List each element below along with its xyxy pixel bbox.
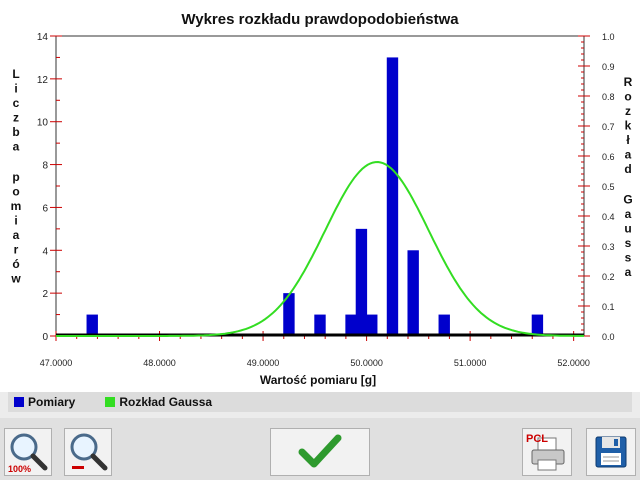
axis-label-letter: d: [624, 162, 631, 176]
x-tick-label: 51.0000: [454, 358, 487, 368]
y-left-tick-label: 2: [42, 289, 48, 300]
axis-label-letter: a: [625, 148, 632, 162]
axis-label-letter: z: [13, 111, 19, 125]
x-tick-label: 52.0000: [557, 358, 590, 368]
x-tick-label: 47.0000: [40, 358, 73, 368]
axis-label-letter: b: [12, 125, 19, 139]
y-right-tick-label: 0.6: [602, 152, 615, 162]
histogram-bar: [86, 314, 98, 336]
y-right-tick-label: 1.0: [602, 32, 615, 42]
legend-swatch-blue: [14, 397, 24, 407]
axis-label-letter: i: [14, 214, 17, 228]
axis-label-letter: k: [625, 119, 632, 133]
chart: Wykres rozkładu prawdopodobieństwa 0 2 4 6 8…: [0, 0, 640, 392]
y-right-tick-label: 0.5: [602, 182, 615, 192]
legend: Pomiary Rozkład Gaussa: [8, 392, 632, 412]
histogram-bar: [366, 314, 378, 336]
axis-label-letter: u: [624, 222, 631, 236]
printer-icon: PCL: [526, 433, 565, 471]
axis-label-letter: L: [12, 67, 19, 81]
axis-label-letter: m: [11, 199, 22, 213]
histogram-bar: [531, 314, 544, 336]
axis-label-letter: a: [13, 140, 20, 154]
x-axis-label: Wartość pomiaru [g]: [260, 373, 376, 387]
axis-label-letter: z: [625, 104, 631, 118]
save-button[interactable]: [586, 428, 636, 476]
checkmark-icon: [298, 434, 342, 468]
axis-label-letter: s: [625, 251, 632, 265]
axis-label-letter: a: [625, 207, 632, 221]
histogram-bar: [438, 314, 450, 336]
histogram-bar: [355, 228, 368, 336]
floppy-disk-icon: [595, 436, 627, 468]
magnifier-minus-icon: [70, 433, 108, 471]
y-right-tick-label: 0.3: [602, 242, 615, 252]
axis-label-letter: ó: [12, 257, 19, 271]
histogram-bar: [314, 314, 326, 336]
y-left-tick-label: 4: [42, 246, 48, 257]
y-left-tick-label: 0: [42, 332, 48, 343]
histogram-bar: [345, 314, 357, 336]
histogram-bar: [407, 250, 419, 336]
legend-swatch-green: [105, 397, 116, 407]
axis-label-letter: p: [12, 170, 19, 184]
confirm-button[interactable]: [270, 428, 370, 476]
x-tick-label: 48.0000: [143, 358, 176, 368]
y-left-tick-label: 12: [37, 75, 49, 86]
histogram-bar: [283, 293, 295, 336]
histogram-bar: [386, 57, 399, 337]
y-left-tick-label: 8: [42, 161, 48, 172]
y-right-tick-label: 0.2: [602, 272, 615, 282]
print-pcl-button[interactable]: PCL: [522, 428, 572, 476]
axis-label-letter: a: [625, 265, 632, 279]
axis-label-letter: c: [13, 96, 20, 110]
x-tick-label: 50.0000: [350, 358, 383, 368]
y-left-tick-label: 6: [42, 203, 48, 214]
axis-label-letter: a: [13, 228, 20, 242]
zoom-reset-text: 100%: [8, 464, 31, 474]
plot-area: [55, 35, 585, 337]
y-left-tick-label: 14: [37, 32, 49, 43]
legend-item-pomiary: Pomiary: [14, 395, 75, 409]
zoom-reset-button[interactable]: 100%: [4, 428, 52, 476]
x-tick-label: 49.0000: [247, 358, 280, 368]
y-right-tick-label: 0.4: [602, 212, 615, 222]
y-right-tick-label: 0.8: [602, 92, 615, 102]
zoom-out-button[interactable]: [64, 428, 112, 476]
y-right-tick-label: 0.9: [602, 62, 615, 72]
axis-label-letter: G: [623, 193, 632, 207]
chart-title: Wykres rozkładu prawdopodobieństwa: [181, 11, 459, 28]
axis-label-letter: r: [14, 243, 19, 257]
axis-label-letter: o: [12, 185, 19, 199]
y-right-tick-label: 0.7: [602, 122, 615, 132]
y-right-tick-label: 0.1: [602, 302, 615, 312]
axis-label-letter: o: [624, 90, 631, 104]
legend-label-pomiary: Pomiary: [28, 395, 76, 409]
print-pcl-text: PCL: [526, 433, 548, 445]
axis-label-letter: R: [624, 75, 633, 89]
gauss-curve: [56, 160, 584, 337]
axis-label-letter: i: [14, 82, 17, 96]
y-right-tick-label: 0.0: [602, 332, 615, 342]
axis-label-letter: ł: [626, 133, 630, 147]
legend-label-gauss: Rozkład Gaussa: [119, 395, 213, 409]
axis-label-letter: w: [10, 272, 21, 286]
axis-label-letter: s: [625, 236, 632, 250]
legend-item-gauss: Rozkład Gaussa: [105, 395, 212, 409]
magnifier-100-icon: 100%: [8, 433, 48, 474]
y-left-tick-label: 10: [37, 118, 49, 129]
